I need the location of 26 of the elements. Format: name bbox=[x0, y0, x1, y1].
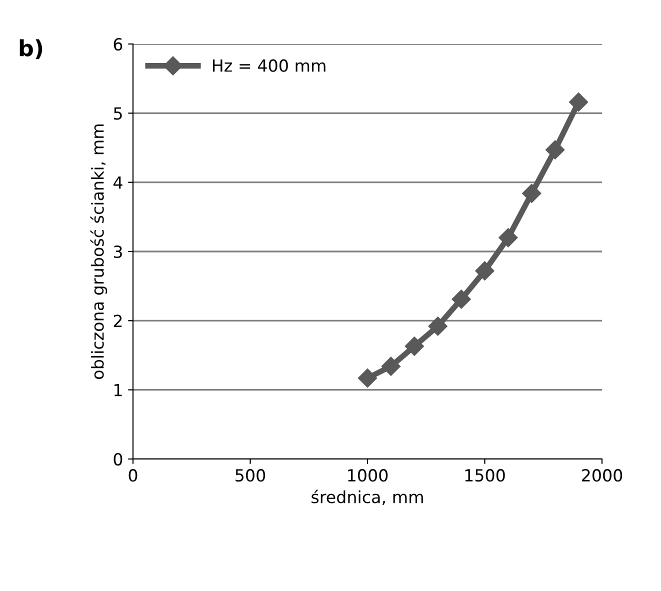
point bbox=[452, 290, 471, 309]
y-tick-label: 4 bbox=[113, 176, 122, 189]
text: b) bbox=[20, 39, 42, 60]
x-axis-title: średnica, mm bbox=[312, 490, 423, 506]
x-tick-label: 500 bbox=[236, 469, 266, 482]
point bbox=[475, 261, 494, 280]
x-tick-label: 1500 bbox=[465, 469, 505, 482]
y-tick-label: 6 bbox=[114, 38, 122, 51]
y-tick-label: 2 bbox=[114, 314, 122, 327]
x-tick-label: 2000 bbox=[582, 469, 622, 482]
x-tick-label: 0 bbox=[128, 469, 138, 482]
y-tick-label: 1 bbox=[114, 384, 122, 396]
point bbox=[498, 228, 518, 248]
legend-label: Hz = 400 mm bbox=[212, 59, 326, 72]
y-tick-label: 5 bbox=[114, 107, 122, 120]
point bbox=[404, 336, 424, 356]
point bbox=[381, 356, 400, 376]
point bbox=[428, 316, 448, 336]
y-tick-label: 3 bbox=[114, 245, 122, 258]
y-tick-label: 0 bbox=[114, 452, 122, 466]
point bbox=[546, 140, 565, 160]
y-axis-title: obliczona grubość ścianki, mm bbox=[90, 124, 108, 379]
x-tick-label: 1000 bbox=[348, 469, 388, 482]
point bbox=[522, 184, 542, 203]
point bbox=[358, 368, 378, 388]
point bbox=[569, 92, 588, 112]
